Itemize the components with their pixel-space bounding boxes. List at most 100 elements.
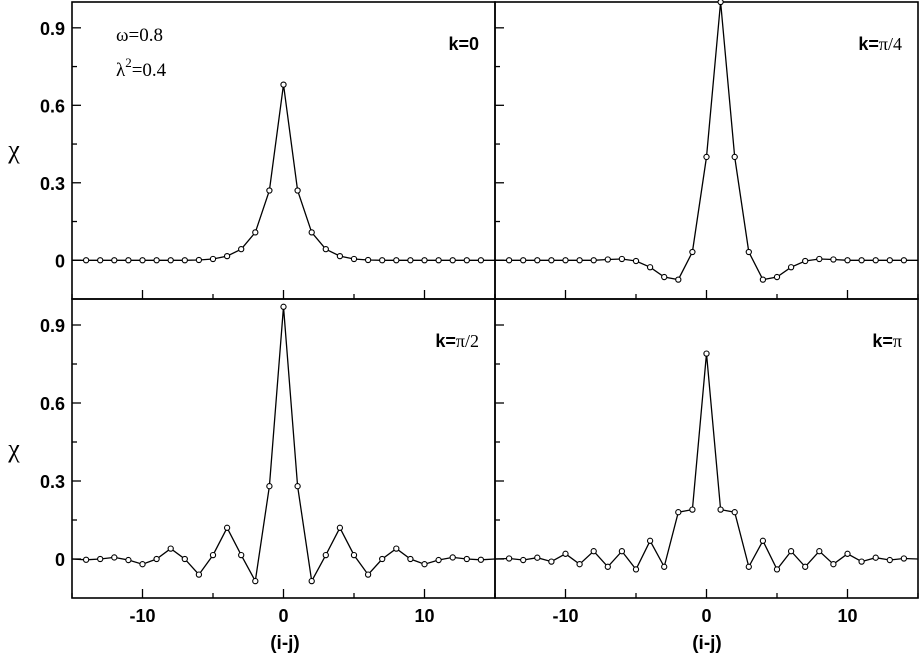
data-point	[350, 255, 358, 263]
chi-series-line	[72, 306, 495, 584]
data-point	[505, 257, 513, 264]
data-point	[294, 483, 301, 490]
data-point	[562, 550, 569, 557]
data-point	[82, 257, 90, 264]
data-point	[731, 509, 738, 516]
data-point	[153, 555, 160, 563]
data-point	[407, 257, 414, 264]
panel-label-k: k=	[858, 34, 879, 54]
data-point	[209, 551, 217, 559]
data-point	[393, 257, 400, 264]
data-point	[773, 566, 781, 573]
data-point	[872, 257, 879, 264]
x-tick-label: 0	[701, 606, 711, 626]
y-tick-label: 0	[55, 550, 65, 570]
lambda-value: =0.4	[132, 60, 167, 81]
data-point	[82, 556, 90, 563]
data-point	[816, 255, 823, 263]
panel-label-k: k=	[448, 34, 469, 54]
data-point	[449, 554, 456, 561]
data-point	[844, 550, 851, 557]
panel-label-k: k=	[435, 331, 456, 351]
data-point	[505, 555, 513, 562]
data-point	[266, 187, 273, 194]
data-point	[576, 561, 583, 568]
y-tick-label: 0.6	[40, 96, 65, 116]
data-point	[520, 556, 527, 564]
panel-label: k=π/2	[435, 331, 479, 351]
chi-series-line	[495, 353, 918, 571]
panels-group: 00.30.60.9k=0 k=π/400.30.60.9-10 0 10k=π/2-…	[40, 0, 919, 626]
data-point	[604, 563, 611, 570]
data-point	[816, 548, 823, 555]
data-point	[139, 561, 146, 568]
data-point	[195, 571, 203, 578]
data-point	[393, 545, 400, 552]
panel-label-value: 0	[469, 34, 479, 54]
data-point	[618, 548, 626, 555]
data-point	[646, 537, 654, 544]
data-point	[463, 257, 470, 264]
data-point	[252, 229, 259, 236]
data-point	[745, 248, 752, 256]
panel-frame	[71, 1, 496, 300]
data-point	[364, 571, 372, 578]
data-point	[534, 257, 541, 264]
data-point	[844, 257, 851, 264]
omega-annotation: ω=0.8	[116, 25, 163, 46]
y-tick-label: 0.9	[40, 316, 65, 336]
data-point	[618, 255, 626, 263]
panel-label: k=0	[448, 34, 479, 54]
data-point	[773, 273, 781, 281]
data-point	[125, 556, 132, 564]
panel-1: k=π/4	[494, 0, 919, 300]
panel-0: 00.30.60.9k=0	[40, 1, 496, 300]
data-point	[252, 577, 259, 585]
data-point	[703, 350, 710, 357]
panel-label: k=π	[872, 331, 902, 351]
data-point	[167, 545, 174, 552]
data-point	[886, 556, 893, 564]
data-point	[661, 563, 668, 570]
panel-frame	[494, 298, 919, 599]
data-point	[322, 551, 329, 559]
data-point	[759, 537, 767, 544]
data-point	[111, 257, 118, 264]
data-point	[97, 555, 104, 563]
parameter-annotation: ω=0.8 λ2=0.4	[116, 25, 167, 81]
data-point	[590, 257, 597, 264]
data-point	[534, 554, 541, 561]
data-point	[181, 555, 188, 563]
panel-label-value: π	[893, 331, 902, 351]
data-point	[787, 264, 795, 271]
data-point	[379, 555, 386, 563]
data-point	[717, 506, 724, 513]
data-point	[830, 256, 837, 263]
data-point	[209, 255, 217, 263]
data-point	[223, 524, 231, 531]
data-point	[548, 257, 555, 264]
x-tick-label: 0	[278, 606, 288, 626]
data-point	[139, 257, 146, 264]
data-point	[435, 556, 442, 564]
data-point	[449, 257, 456, 264]
data-point	[802, 563, 809, 570]
data-point	[900, 555, 908, 562]
data-point	[280, 303, 287, 310]
y-tick-label: 0.9	[40, 19, 65, 39]
data-point	[421, 257, 428, 264]
data-point	[364, 256, 372, 264]
data-point	[717, 0, 724, 6]
data-point	[675, 509, 682, 516]
lambda-symbol: λ	[116, 60, 126, 81]
data-point	[477, 257, 485, 264]
data-point	[336, 252, 344, 260]
data-point	[646, 264, 654, 271]
data-point	[886, 257, 893, 264]
data-point	[266, 483, 273, 490]
x-tick-label: 10	[837, 606, 857, 626]
panel-label-value: π/4	[879, 34, 902, 54]
data-point	[661, 273, 668, 281]
data-point	[294, 187, 301, 194]
